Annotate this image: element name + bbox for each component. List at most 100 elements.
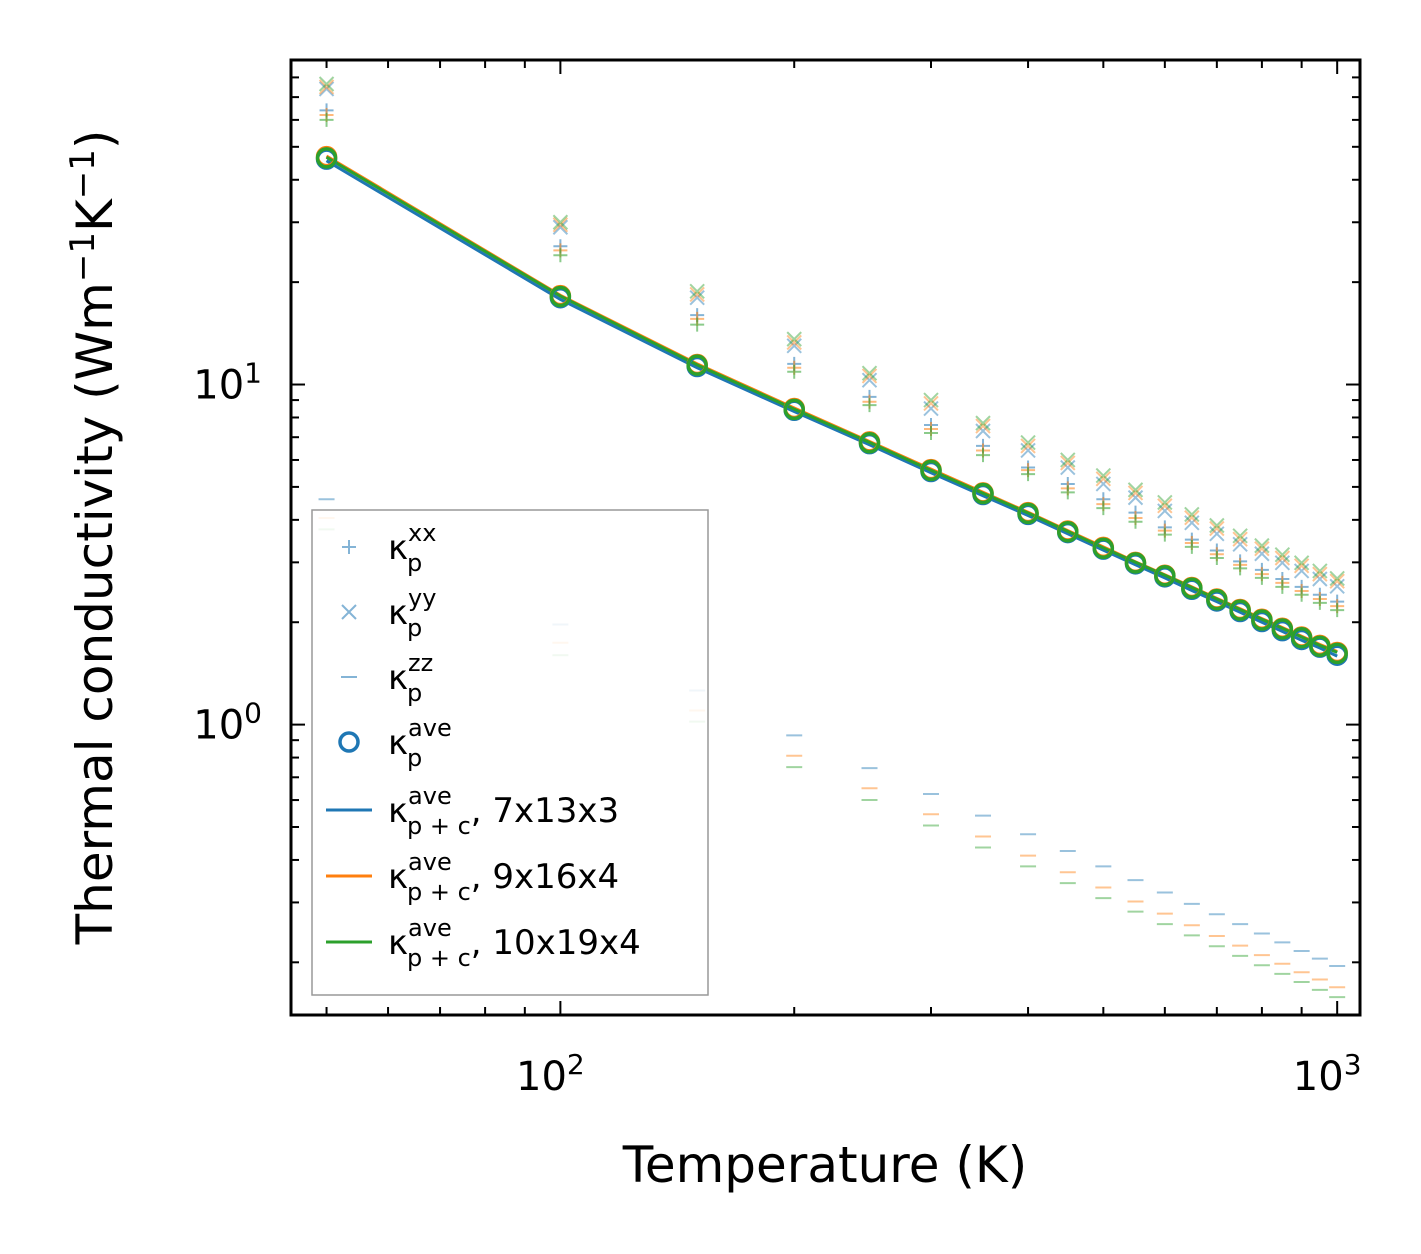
legend-label: κzz p [388,649,433,707]
data-point-x [861,368,878,384]
data-point-x [786,334,802,351]
data-point-circle [1057,521,1079,543]
data-point-x [689,283,705,299]
data-point-circle [1154,564,1176,587]
data-point-x [1127,485,1144,501]
data-point-x [975,423,991,439]
data-point-x [1127,482,1144,498]
data-point-x [1095,476,1112,492]
data-point-x [1184,515,1200,531]
data-point-x [786,338,802,354]
data-point-x [1095,471,1112,487]
legend-marker-circle [338,731,360,753]
data-point-circle [549,285,572,308]
data-point-circle [1206,588,1228,611]
data-point-x [861,365,878,381]
data-point-plus [1233,561,1248,576]
data-point-plus [1128,514,1143,529]
y-axis-title-main: Thermal conductivity (Wm [66,282,124,945]
data-point-x [1329,570,1345,587]
data-point-circle [1181,577,1203,599]
data-point-x [1060,452,1076,468]
data-point-plus [1254,570,1269,585]
data-point-circle [1124,552,1147,574]
data-point-plus [1312,595,1327,610]
data-point-x [1157,503,1173,519]
data-point-x [1274,550,1291,566]
data-point-x [552,217,569,233]
data-point-plus [787,364,802,379]
legend-label: κave p + c, 10x19x4 [388,914,641,972]
y-axis-title-sup2: −1 [63,149,103,199]
legend-label: κxx p [388,519,436,577]
data-point-x [1293,555,1310,571]
data-point-x [689,286,705,303]
data-point-circle [1017,502,1039,525]
data-point-x [1312,566,1328,582]
data-point-circle [1251,609,1273,631]
data-point-x [1254,537,1270,554]
axis-ticks [291,59,1360,1015]
data-point-circle [783,398,805,421]
data-point-x [318,79,335,95]
plot-frame [289,58,1362,1017]
data-point-plus [553,248,568,263]
data-point-x [923,400,939,417]
data-point-x [1209,526,1225,542]
data-point-plus [319,112,334,127]
data-point-circle [1290,627,1313,649]
data-point-x [1232,531,1248,547]
data-point-circle [1229,599,1251,621]
plot-marks [315,76,1348,999]
y-tick-label: 100 [193,697,262,749]
data-point-x [1254,541,1270,557]
data-point-circle [686,354,708,376]
data-point-x [923,395,939,412]
data-point-plus [924,426,939,441]
data-point-x [1127,489,1144,506]
data-point-x [318,76,335,92]
data-point-x [1157,498,1173,514]
data-point-circle [1092,537,1115,560]
data-point-plus [1184,539,1199,554]
x-axis-title: Temperature (K) [622,1136,1027,1194]
data-point-x [1020,434,1036,451]
data-point-x [1020,442,1036,459]
data-point-plus [1275,579,1290,594]
data-point-x [1232,536,1248,553]
legend-label: κyy p [388,584,436,642]
data-point-circle [972,482,994,505]
data-point-plus [1294,587,1309,602]
data-point-x [923,392,939,408]
data-point-x [1254,546,1270,562]
y-tick-label: 101 [193,357,262,409]
data-point-x [1184,506,1200,523]
data-point-x [1274,555,1291,571]
data-point-x [1157,494,1173,511]
data-point-x [1209,517,1225,534]
data-point-x [1293,558,1310,574]
data-point-circle [858,432,881,454]
data-point-x [786,331,802,347]
series-line [325,155,1338,654]
tick-labels: 102 103 100 101 [193,357,1361,1100]
legend-marker-plus [342,540,356,554]
y-axis-title-mid: K [66,198,124,232]
data-point-plus [1157,527,1172,542]
data-point-plus [1209,550,1224,565]
data-point-plus [1060,485,1075,500]
data-point-x [1060,459,1076,476]
data-point-plus [1330,603,1345,618]
data-point-circle [920,459,942,482]
data-point-x [1274,546,1291,563]
data-point-circle [315,147,338,169]
y-axis-title-end: ) [66,130,124,150]
data-point-x [1293,563,1310,579]
data-point-plus [862,398,877,413]
x-tick-label: 103 [1293,1048,1362,1100]
y-axis-title: Thermal conductivity (Wm−1K−1) [63,130,124,946]
legend-label: κave p [388,714,452,772]
data-point-x [1095,467,1112,484]
data-point-x [1060,455,1076,471]
